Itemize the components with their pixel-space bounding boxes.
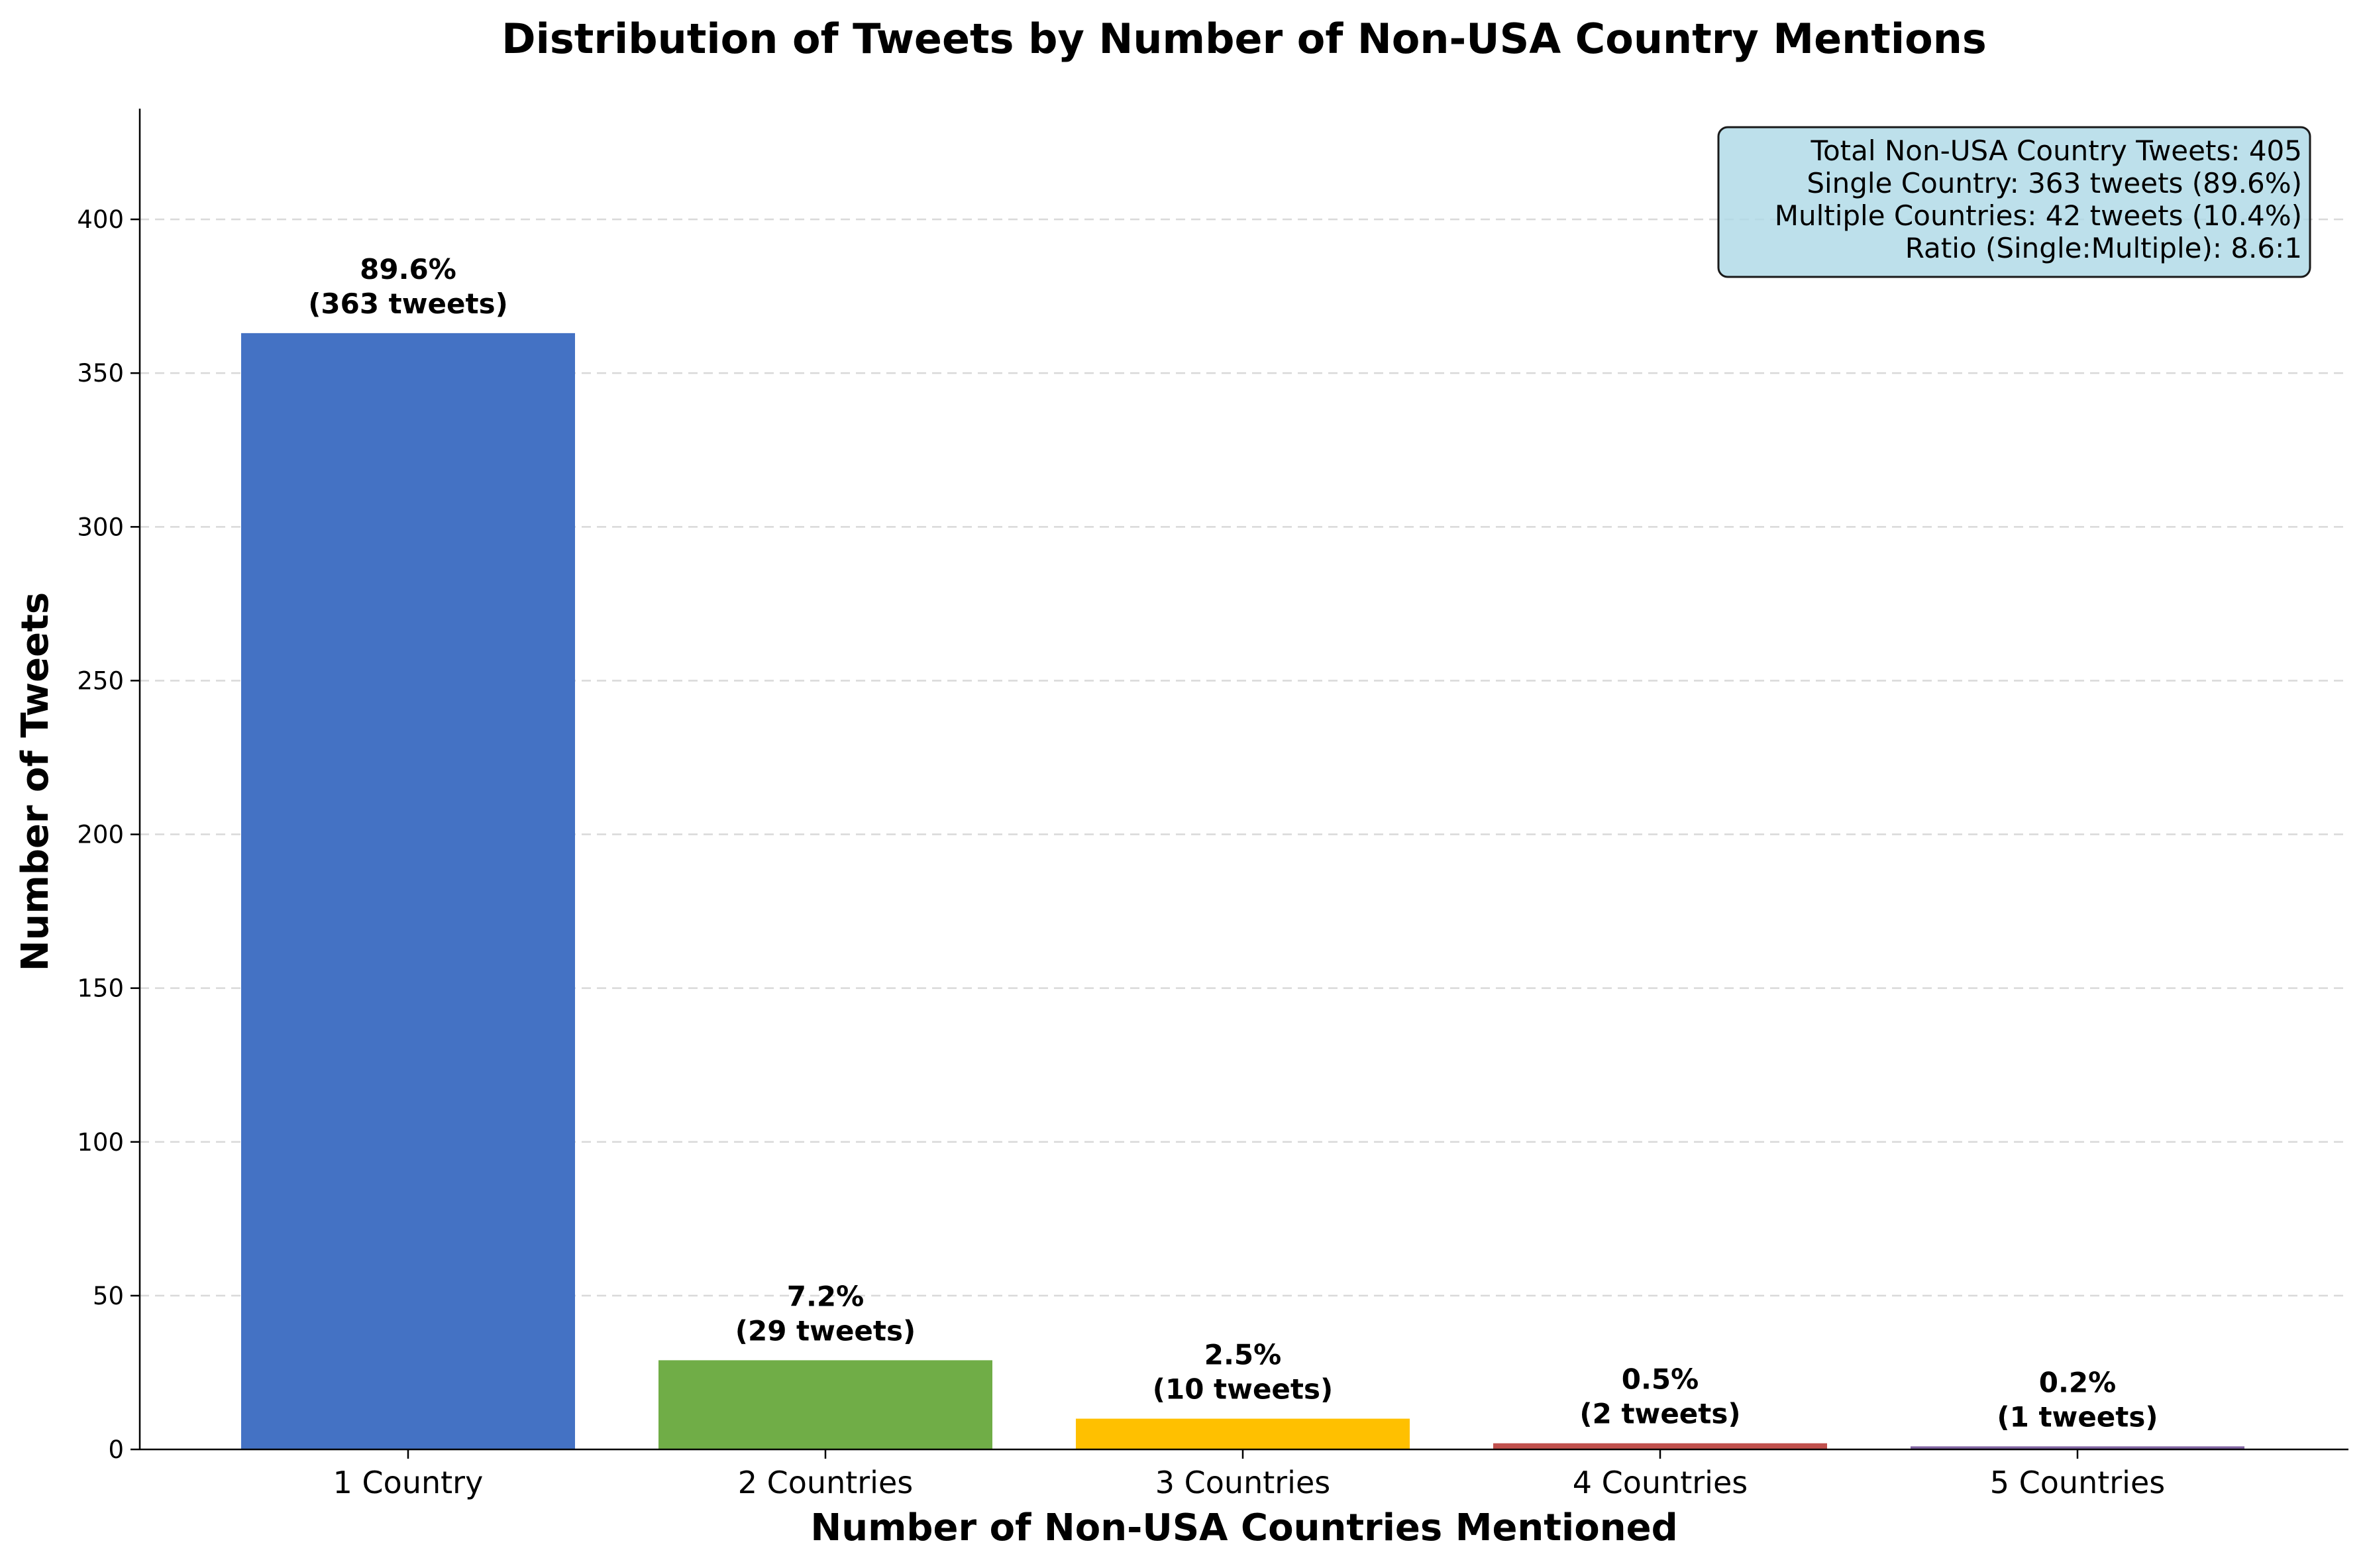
bar-labels: 89.6%(363 tweets) 7.2%(29 tweets) 2.5%(10 …: [308, 253, 2158, 1433]
stats-line-total: Total Non-USA Country Tweets: 405: [1810, 134, 2302, 167]
stats-line-single: Single Country: 363 tweets (89.6%): [1807, 167, 2302, 199]
y-tick-label: 50: [93, 1282, 124, 1310]
stats-box-background: [1717, 126, 2311, 278]
x-tick-label: 1 Country: [333, 1465, 484, 1500]
y-tick-label: 300: [77, 513, 124, 541]
y-tick-label: 400: [77, 205, 124, 234]
x-axis-title: Number of Non-USA Countries Mentioned: [810, 1506, 1677, 1549]
axes: [138, 109, 2348, 1451]
bar: [658, 1360, 992, 1449]
y-ticks: 0 50 100 150 200 250 300 350 400: [77, 205, 140, 1464]
bar-percent-label: 7.2%: [787, 1280, 864, 1312]
bar-percent-label: 0.5%: [1622, 1363, 1699, 1396]
bar: [241, 333, 575, 1449]
x-ticks: 1 Country 2 Countries 3 Countries 4 Countri…: [333, 1449, 2165, 1500]
bar-percent-label: 2.5%: [1204, 1339, 1281, 1371]
y-tick-label: 100: [77, 1128, 124, 1157]
x-tick-label: 3 Countries: [1155, 1465, 1330, 1500]
y-tick-label: 250: [77, 666, 124, 695]
bar-count-label: (1 tweets): [1997, 1400, 2158, 1433]
bar: [1076, 1418, 1410, 1449]
y-tick-label: 200: [77, 821, 124, 849]
bars: [241, 333, 2244, 1449]
bar: [1493, 1443, 1827, 1449]
y-tick-label: 150: [77, 974, 124, 1003]
y-tick-label: 0: [108, 1436, 124, 1464]
stats-box: Total Non-USA Country Tweets: 405 Single…: [1717, 126, 2311, 278]
y-axis-title: Number of Tweets: [14, 592, 57, 971]
x-tick-label: 2 Countries: [738, 1465, 913, 1500]
bar-percent-label: 0.2%: [2039, 1366, 2116, 1398]
bar-percent-label: 89.6%: [360, 253, 456, 286]
stats-line-multiple: Multiple Countries: 42 tweets (10.4%): [1775, 199, 2302, 232]
y-tick-label: 350: [77, 359, 124, 388]
stats-line-ratio: Ratio (Single:Multiple): 8.6:1: [1905, 232, 2302, 264]
bar-count-label: (10 tweets): [1153, 1373, 1333, 1406]
chart-title: Distribution of Tweets by Number of Non-…: [501, 15, 1987, 63]
x-tick-label: 4 Countries: [1573, 1465, 1748, 1500]
bar-count-label: (29 tweets): [735, 1314, 916, 1347]
x-tick-label: 5 Countries: [1990, 1465, 2165, 1500]
bar-count-label: (2 tweets): [1579, 1398, 1740, 1430]
bar: [1911, 1446, 2244, 1449]
bar-count-label: (363 tweets): [308, 287, 508, 320]
